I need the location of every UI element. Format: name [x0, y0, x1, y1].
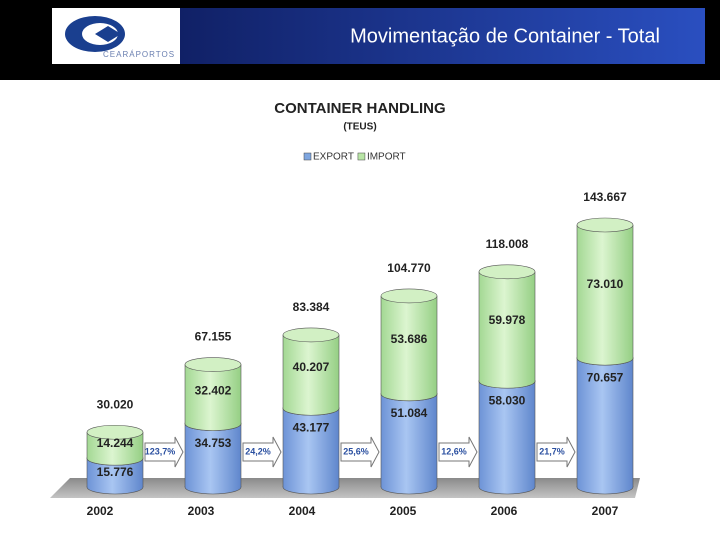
total-label: 30.020: [97, 397, 134, 411]
total-label: 118.008: [486, 237, 529, 251]
cylinder-segment: [283, 334, 339, 409]
slide-title: Movimentação de Container - Total: [350, 25, 660, 47]
growth-label: 21,7%: [539, 446, 565, 456]
cylinder-segment: [185, 364, 241, 424]
cylinder-segment: [381, 393, 437, 487]
value-label: 53.686: [391, 332, 428, 346]
x-tick-label: 2005: [390, 504, 417, 518]
value-label: 73.010: [587, 277, 624, 291]
growth-arrow: [438, 436, 478, 468]
cylinder-top: [86, 424, 144, 440]
value-label: 15.776: [97, 465, 134, 479]
value-label: 43.177: [293, 420, 330, 434]
growth-label: 24,2%: [245, 446, 271, 456]
growth-label: 12,6%: [441, 446, 467, 456]
x-tick-label: 2004: [289, 504, 316, 518]
value-label: 59.978: [489, 313, 526, 327]
chart-subtitle: (TEUS): [343, 122, 376, 133]
growth-arrow: [536, 436, 576, 468]
growth-arrow: [144, 436, 184, 468]
value-label: 34.753: [195, 436, 232, 450]
value-label: 51.084: [391, 406, 428, 420]
chart-title: CONTAINER HANDLING: [274, 100, 445, 117]
total-label: 104.770: [387, 261, 431, 275]
legend-swatch: [357, 152, 366, 161]
legend-label: IMPORT: [367, 152, 406, 163]
cylinder-top: [576, 217, 634, 233]
total-label: 143.667: [583, 190, 627, 204]
cylinder-top: [282, 327, 340, 343]
cylinder-segment: [283, 408, 339, 487]
total-label: 83.384: [293, 300, 330, 314]
value-label: 58.030: [489, 393, 526, 407]
value-label: 14.244: [97, 436, 134, 450]
x-tick-label: 2006: [491, 504, 518, 518]
x-tick-label: 2007: [592, 504, 619, 518]
logo-icon: [65, 16, 125, 52]
cylinder-top: [478, 264, 536, 280]
cylinder-segment: [577, 358, 633, 487]
logo-text: CEARÁPORTOS: [103, 50, 175, 59]
growth-arrow: [340, 436, 380, 468]
x-tick-label: 2002: [87, 504, 114, 518]
value-label: 32.402: [195, 383, 232, 397]
value-label: 70.657: [587, 370, 624, 384]
cylinder-segment: [479, 271, 535, 382]
legend-swatch: [303, 152, 312, 161]
x-tick-label: 2003: [188, 504, 215, 518]
cylinder-segment: [185, 423, 241, 487]
cylinder-segment: [381, 295, 437, 394]
cylinder-top: [184, 357, 242, 372]
legend-label: EXPORT: [313, 152, 354, 163]
growth-label: 25,6%: [343, 446, 369, 456]
cylinder-segment: [479, 381, 535, 487]
value-label: 40.207: [293, 360, 330, 374]
total-label: 67.155: [195, 330, 232, 344]
cylinder-top: [380, 288, 438, 304]
growth-arrow: [242, 436, 282, 468]
growth-label: 123,7%: [145, 446, 176, 456]
cylinder-segment: [577, 225, 633, 359]
